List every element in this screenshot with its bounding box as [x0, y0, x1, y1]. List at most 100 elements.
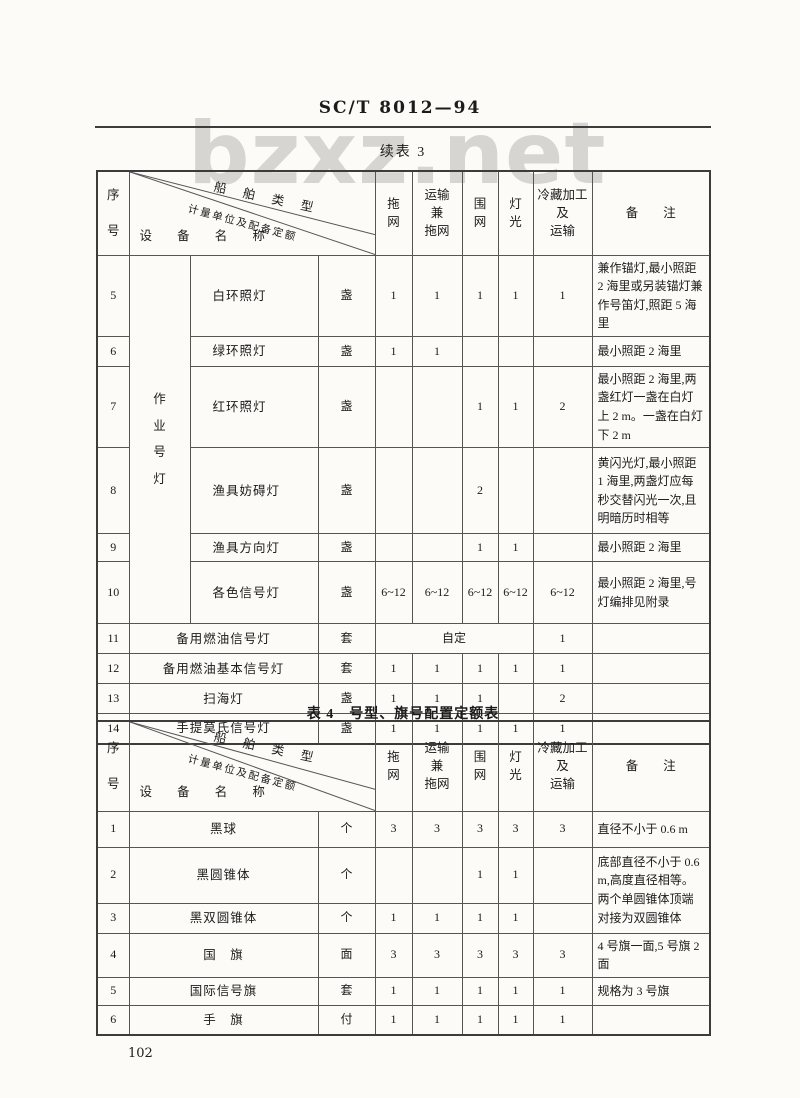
remark-cell: 底部直径不小于 0.6 m,高度直径相等。两个单圆锥体顶端对接为双圆锥体 [591, 846, 711, 934]
value-cell: 3 [374, 932, 413, 978]
unit-cell: 盏 [317, 683, 376, 715]
column-header-1: 运输 兼 拖网 [411, 170, 463, 256]
value-cell: 1 [532, 1004, 593, 1036]
value-cell: 1 [461, 365, 499, 449]
remark-cell: 最小照距 2 海里 [591, 533, 711, 563]
value-cell: 1 [461, 533, 499, 563]
value-cell: 1 [497, 902, 534, 934]
value-cell: 1 [411, 976, 463, 1006]
value-cell [411, 447, 463, 535]
remark-cell [591, 653, 711, 685]
value-cell [532, 447, 593, 535]
value-cell: 1 [374, 335, 413, 367]
seq-cell: 6 [96, 1004, 130, 1036]
value-cell [497, 335, 534, 367]
seq-cell: 12 [96, 653, 130, 685]
value-cell: 3 [411, 932, 463, 978]
diagonal-label-equipment-name: 设 备 名 称 [139, 229, 276, 244]
value-cell: 1 [532, 976, 593, 1006]
column-header-2: 围 网 [461, 720, 499, 812]
value-cell: 1 [497, 254, 534, 337]
value-cell: 1 [411, 902, 463, 934]
unit-cell: 个 [317, 846, 376, 904]
value-cell: 1 [532, 254, 593, 337]
column-header-0: 拖 网 [374, 720, 413, 812]
value-cell: 3 [374, 810, 413, 848]
header-rule [95, 126, 711, 128]
group-label-cell: 作 业 号 灯 [128, 254, 191, 625]
value-cell [411, 846, 463, 904]
column-header-4: 冷藏加工 及 运输 [532, 170, 593, 256]
unit-cell: 盏 [317, 561, 376, 625]
seq-cell: 5 [96, 976, 130, 1006]
remark-cell [591, 623, 711, 655]
value-cell: 1 [411, 683, 463, 715]
value-cell [532, 846, 593, 904]
unit-cell: 盏 [317, 365, 376, 449]
remark-cell: 最小照距 2 海里 [591, 335, 711, 367]
table4-shapes-flags-quota: 序 号船舶类型 计量单位及配备定额设 备 名 称拖 网运输 兼 拖网围 网灯 光冷… [96, 720, 712, 1037]
seq-cell: 1 [96, 810, 130, 848]
column-header-1: 运输 兼 拖网 [411, 720, 463, 812]
value-cell: 2 [532, 683, 593, 715]
value-cell: 1 [497, 365, 534, 449]
value-cell: 6~12 [461, 561, 499, 625]
value-cell: 1 [411, 1004, 463, 1036]
value-cell: 1 [374, 653, 413, 685]
value-cell: 1 [497, 846, 534, 904]
value-cell: 1 [411, 335, 463, 367]
value-cell: 1 [461, 846, 499, 904]
value-cell: 1 [461, 1004, 499, 1036]
seq-cell: 8 [96, 447, 130, 535]
remark-cell: 规格为 3 号旗 [591, 976, 711, 1006]
value-cell [532, 533, 593, 563]
value-cell: 3 [532, 932, 593, 978]
value-cell: 1 [461, 902, 499, 934]
value-cell: 3 [532, 810, 593, 848]
column-header-0: 拖 网 [374, 170, 413, 256]
unit-cell: 盏 [317, 254, 376, 337]
seq-cell: 6 [96, 335, 130, 367]
unit-cell: 盏 [317, 533, 376, 563]
remark-cell: 直径不小于 0.6 m [591, 810, 711, 848]
seq-cell: 10 [96, 561, 130, 625]
value-cell: 6~12 [497, 561, 534, 625]
column-header-5: 备 注 [591, 720, 711, 812]
name-cell: 白环照灯 [189, 254, 319, 337]
table4-title: 表 4 号型、旗号配置定额表 [306, 707, 500, 722]
remark-cell: 黄闪光灯,最小照距 1 海里,两盏灯应每秒交替闪光一次,且明暗历时相等 [591, 447, 711, 535]
value-cell: 1 [411, 653, 463, 685]
value-cell: 1 [497, 1004, 534, 1036]
remark-cell: 最小照距 2 海里,两盏红灯一盏在白灯上 2 m。一盏在白灯下 2 m [591, 365, 711, 449]
unit-cell: 个 [317, 902, 376, 934]
seq-cell: 5 [96, 254, 130, 337]
name-cell: 黑球 [128, 810, 319, 848]
name-cell: 黑圆锥体 [128, 846, 319, 904]
value-cell: 3 [461, 810, 499, 848]
value-cell: 1 [532, 623, 593, 655]
seq-cell: 9 [96, 533, 130, 563]
diagonal-divider-lines [130, 722, 375, 811]
value-cell: 1 [411, 254, 463, 337]
value-cell: 2 [461, 447, 499, 535]
value-cell: 3 [497, 932, 534, 978]
seq-cell: 3 [96, 902, 130, 934]
unit-cell: 套 [317, 976, 376, 1006]
value-cell: 1 [461, 683, 499, 715]
unit-cell: 套 [317, 623, 376, 655]
remark-cell: 4 号旗一面,5 号旗 2 面 [591, 932, 711, 978]
column-header-3: 灯 光 [497, 720, 534, 812]
name-cell: 红环照灯 [189, 365, 319, 449]
name-cell: 国 旗 [128, 932, 319, 978]
value-cell [374, 846, 413, 904]
value-cell [411, 533, 463, 563]
seq-column-header: 序 号 [96, 170, 130, 256]
value-cell: 6~12 [532, 561, 593, 625]
standard-number: SC/T 8012—94 [318, 98, 482, 118]
value-cell: 自定 [374, 623, 534, 655]
value-cell: 2 [532, 365, 593, 449]
column-header-2: 围 网 [461, 170, 499, 256]
value-cell [411, 365, 463, 449]
unit-cell: 个 [317, 810, 376, 848]
